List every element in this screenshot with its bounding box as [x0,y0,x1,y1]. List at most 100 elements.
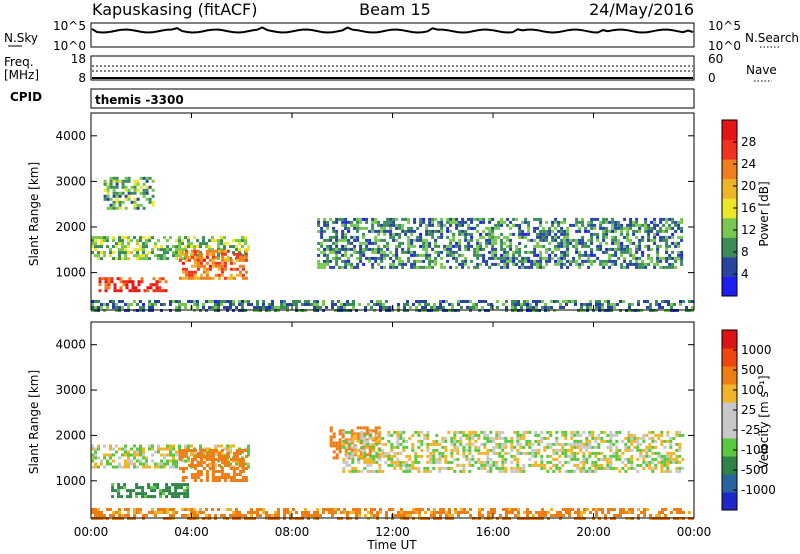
velocity-cell [465,433,469,437]
power-cell [136,251,139,255]
power-cell [208,258,212,262]
power-cell [467,265,471,269]
velocity-cell [570,442,574,446]
velocity-cell [400,508,403,511]
velocity-cell [180,486,184,490]
power-cell [130,239,133,243]
velocity-cell [421,508,424,511]
velocity-cell [235,455,239,458]
velocity-cell [573,454,577,458]
power-cell [151,194,155,198]
velocity-cell [364,508,367,511]
velocity-cell [531,451,535,455]
velocity-colorbar-segment [722,474,737,493]
velocity-cell [619,514,622,517]
velocity-cell [486,433,490,437]
velocity-cell [304,511,307,514]
power-cell [563,244,567,248]
velocity-cell [594,436,598,440]
velocity-cell [636,457,640,461]
velocity-cell [522,466,526,470]
power-cell [571,300,574,303]
velocity-cell [679,508,682,511]
power-cell [572,238,576,242]
velocity-cell [565,511,568,514]
power-cell [130,303,133,306]
power-cell [632,256,636,260]
power-cell [470,220,474,224]
velocity-cell [408,463,412,467]
power-cell [581,238,585,242]
velocity-cell [477,445,481,449]
velocity-cell [456,457,460,461]
velocity-cell [418,508,421,511]
power-cell [608,253,612,257]
velocity-cell [477,466,481,470]
velocity-cell [591,433,595,437]
velocity-cell [199,444,202,448]
velocity-cell [342,460,346,464]
velocity-cell [136,508,139,511]
power-cell [545,235,549,239]
power-cell [140,277,144,281]
velocity-cell [184,459,187,463]
power-cell [160,248,163,252]
power-cell [590,223,594,227]
power-cell [542,229,546,233]
velocity-cell [362,426,366,430]
velocity-colorbar-segment [722,420,737,439]
power-cell [190,276,194,280]
power-cell [320,232,324,236]
velocity-cell [111,486,115,490]
power-cell [617,244,621,248]
velocity-cell [369,460,373,464]
power-cell [377,262,381,266]
velocity-cell [591,469,595,473]
power-cell [614,253,618,257]
power-cell [160,245,163,249]
velocity-cell [244,462,247,466]
velocity-cell [438,466,442,470]
velocity-cell [516,463,520,467]
power-cell [127,251,130,255]
velocity-cell [124,459,127,463]
velocity-cell [456,448,460,452]
velocity-cell [373,514,376,517]
velocity-cell [332,444,336,448]
velocity-cell [214,479,218,482]
velocity-cell [651,430,655,434]
velocity-cell [342,439,346,443]
power-cell [148,176,152,180]
velocity-cell [429,457,433,461]
velocity-cell [420,439,424,443]
velocity-cell [402,436,406,440]
power-cell [326,220,330,224]
velocity-cell [429,469,433,473]
power-cell [256,300,259,303]
power-cell [184,303,187,306]
power-cell [443,244,447,248]
velocity-cell [123,486,127,490]
velocity-cell [645,445,649,449]
power-cell [368,259,372,263]
velocity-cell [345,430,349,434]
velocity-cell [208,514,211,517]
velocity-cell [342,442,346,446]
power-cell [211,236,214,240]
power-cell [470,259,474,263]
power-cell [527,238,531,242]
power-cell [119,277,123,281]
power-cell [317,229,321,233]
power-cell [121,245,124,249]
velocity-cell [490,514,493,517]
velocity-cell [468,451,472,455]
velocity-cell [522,445,526,449]
power-cell [169,248,172,252]
power-cell [124,248,127,252]
power-cell [223,258,227,262]
power-cell [220,270,224,274]
velocity-cell [457,511,460,514]
power-cell [217,257,220,261]
velocity-cell [594,463,598,467]
velocity-cell [534,451,538,455]
